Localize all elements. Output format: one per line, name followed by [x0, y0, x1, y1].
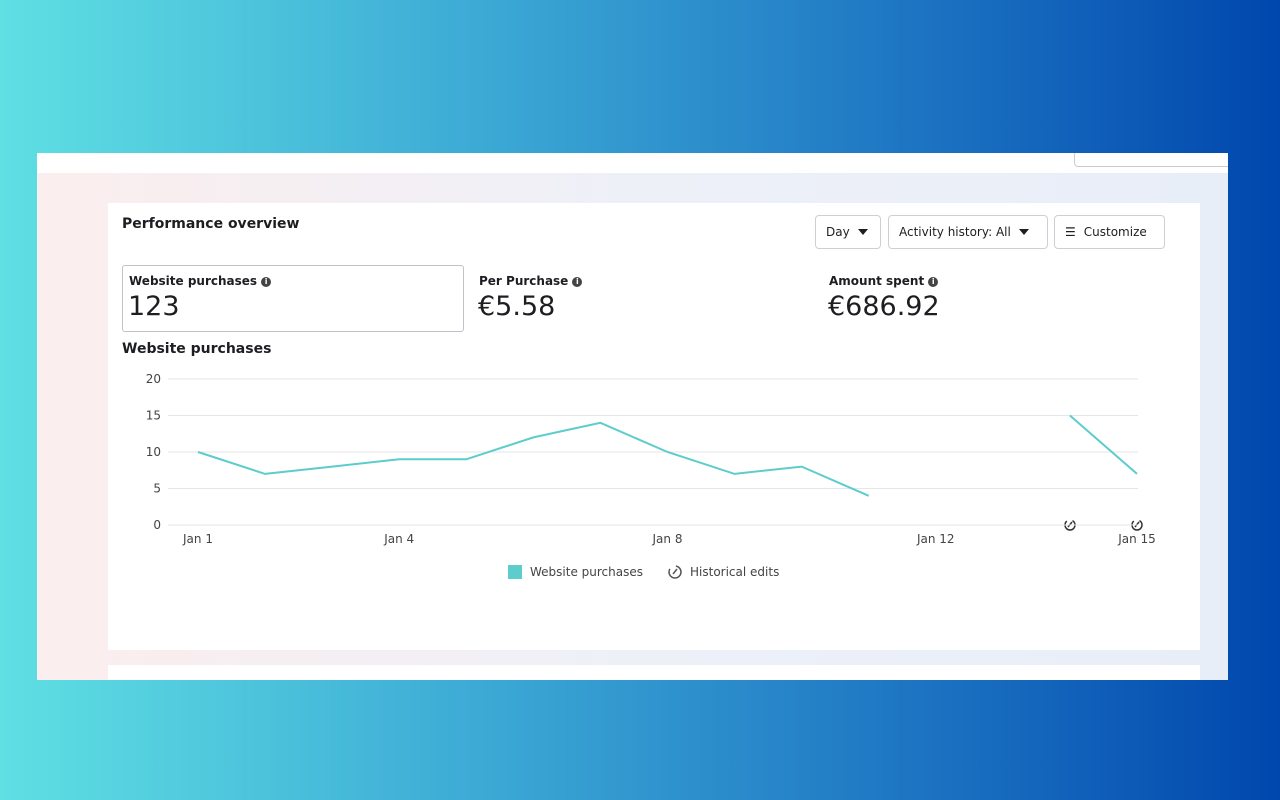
customize-icon: ☰ — [1065, 225, 1076, 239]
button-label: Day — [826, 225, 850, 239]
day-button[interactable]: Day — [815, 215, 881, 249]
button-label: Customize — [1083, 225, 1147, 239]
label-text: Amount spent — [829, 274, 925, 288]
legend-label: Historical edits — [690, 565, 779, 579]
label-text: Website purchases — [129, 274, 258, 288]
metric-label: Per Purchase i — [479, 274, 583, 288]
legend-edit-icon — [668, 565, 682, 579]
metric-value: €5.58 — [478, 291, 556, 322]
y-tick-label: 20 — [146, 372, 161, 386]
legend-label: Website purchases — [530, 565, 643, 579]
customize-button[interactable]: ☰ Customize — [1054, 215, 1165, 249]
card-title: Performance overview — [122, 216, 300, 232]
y-tick-label: 10 — [146, 445, 161, 459]
button-label: Activity history: All — [899, 225, 1011, 239]
chart-title: Website purchases — [122, 341, 272, 357]
legend-swatch — [508, 565, 522, 579]
series-line — [197, 414, 1138, 497]
x-tick-label: Jan 4 — [383, 532, 414, 546]
x-tick-label: Jan 1 — [182, 532, 213, 546]
label-text: Per Purchase — [479, 274, 569, 288]
next-card — [108, 665, 1200, 680]
metric-value: €686.92 — [828, 291, 940, 322]
metric-label: Amount spent i — [829, 274, 939, 288]
caret — [1018, 229, 1029, 235]
top-strip — [37, 153, 1228, 173]
metric-value: 123 — [128, 291, 180, 322]
y-tick-label: 0 — [153, 518, 161, 532]
panel: Performance overview Day Activity histor… — [37, 153, 1228, 680]
metric-label: Website purchases i — [129, 274, 272, 288]
x-tick-label: Jan 8 — [652, 532, 683, 546]
y-tick-label: 5 — [153, 482, 161, 496]
x-tick-label: Jan 12 — [916, 532, 955, 546]
info-icon: i — [572, 277, 583, 287]
activity-button[interactable]: Activity history: All — [888, 215, 1048, 249]
selected-metric-box[interactable] — [122, 265, 464, 332]
info-icon: i — [928, 277, 939, 287]
top-dropdown[interactable] — [1074, 153, 1228, 167]
performance-card: Performance overview Day Activity histor… — [108, 203, 1200, 650]
info-icon: i — [261, 277, 272, 287]
caret — [857, 229, 868, 235]
y-tick-label: 15 — [146, 409, 161, 423]
x-tick-label: Jan 15 — [1117, 532, 1156, 546]
